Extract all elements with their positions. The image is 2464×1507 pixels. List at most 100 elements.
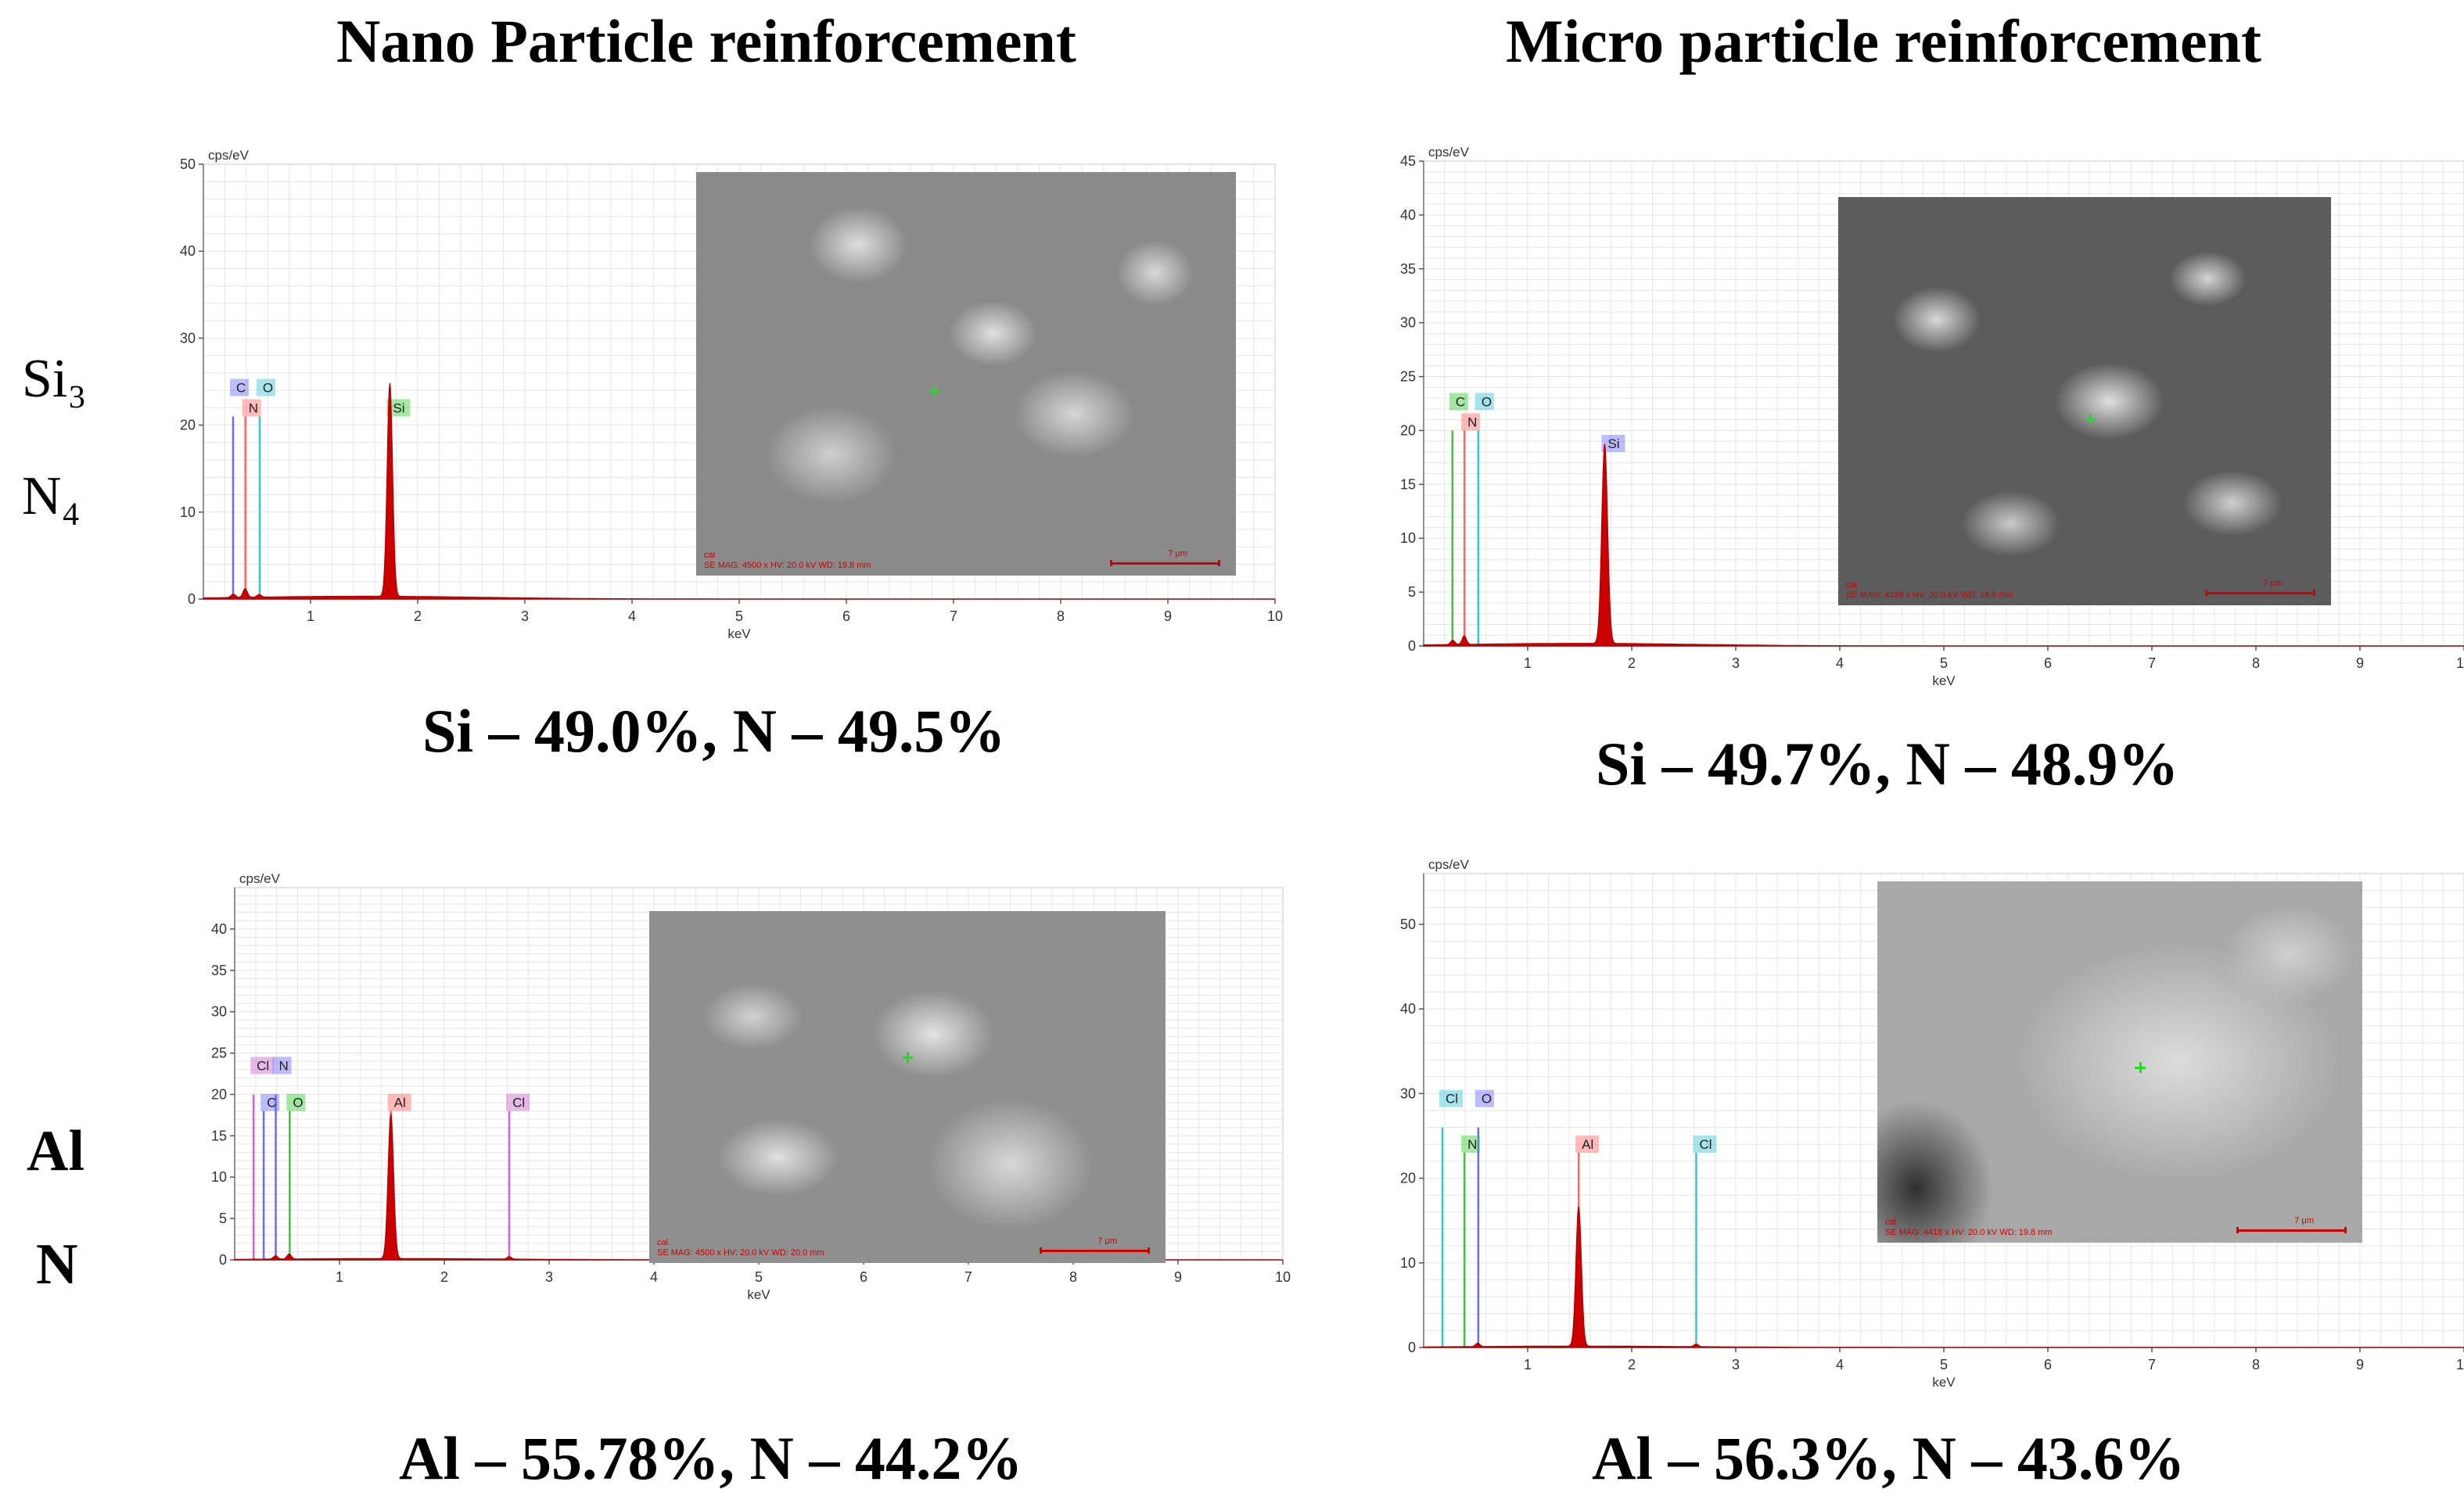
x-tick-label: 3 (1732, 655, 1740, 671)
row-label-si3n4: Si₃ N₄ (22, 321, 87, 555)
caption-aln-micro: Al – 56.3%, N – 43.6% (1592, 1424, 2186, 1492)
x-tick-label: 1 (336, 1269, 343, 1285)
sem-scale-bar (2236, 1227, 2347, 1233)
element-label-c: C (1456, 394, 1465, 409)
element-label-n: N (1467, 1137, 1477, 1152)
y-tick-label: 30 (1400, 315, 1416, 331)
sem-crosshair (2085, 413, 2096, 425)
x-tick-label: 8 (2252, 655, 2260, 671)
x-tick-label: 2 (1628, 655, 1636, 671)
y-tick-label: 10 (1400, 530, 1416, 546)
y-tick-label: 35 (1400, 261, 1416, 277)
x-tick-label: 6 (860, 1269, 867, 1285)
y-tick-label: 30 (211, 1004, 227, 1020)
eds-panel-si3n4-micro: 05101520253035404512345678910cps/eVkeVCO… (1377, 133, 2464, 712)
y-tick-label: 40 (180, 243, 196, 259)
x-axis-label: keV (1932, 1375, 1956, 1390)
element-label-cl: Cl (512, 1096, 525, 1111)
x-tick-label: 4 (1836, 1357, 1844, 1372)
x-axis-label: keV (727, 626, 751, 641)
element-label-si: Si (1607, 436, 1619, 451)
y-tick-label: 0 (1408, 1340, 1416, 1355)
element-label-o: O (263, 380, 273, 395)
element-label-al: Al (1582, 1137, 1593, 1152)
y-tick-label: 10 (1400, 1255, 1416, 1271)
y-tick-label: 35 (211, 963, 227, 978)
y-tick-label: 20 (1400, 422, 1416, 438)
element-label-cl: Cl (257, 1058, 269, 1073)
x-tick-label: 9 (1174, 1269, 1182, 1285)
y-tick-label: 20 (211, 1086, 227, 1102)
element-label-box (272, 1057, 292, 1075)
y-tick-label: 30 (180, 330, 196, 346)
element-label-box (256, 379, 275, 396)
row-label-aln: Al N (27, 1095, 84, 1322)
element-label-box (1439, 1089, 1463, 1107)
sem-crosshair (928, 386, 939, 397)
y-tick-label: 50 (180, 156, 196, 172)
y-tick-label: 45 (1400, 153, 1416, 169)
y-tick-label: 40 (211, 921, 227, 937)
x-tick-label: 2 (1628, 1357, 1636, 1372)
y-tick-label: 40 (1400, 207, 1416, 223)
sem-info-text: cal SE MAG: 4500 x HV: 20.0 kV WD: 20.0 … (657, 1238, 824, 1258)
x-tick-label: 10 (1275, 1269, 1291, 1285)
spectrum-area (1423, 443, 2464, 647)
sem-crosshair (902, 1052, 914, 1063)
y-tick-label: 10 (180, 504, 196, 520)
element-label-o: O (1482, 1092, 1492, 1107)
y-tick-label: 10 (211, 1169, 227, 1185)
element-label-box (1693, 1136, 1717, 1154)
element-label-box (1449, 393, 1468, 411)
x-axis-label: keV (747, 1287, 770, 1302)
y-axis-label: cps/eV (208, 148, 250, 163)
x-tick-label: 10 (2456, 1357, 2464, 1372)
element-label-box (1461, 1136, 1481, 1154)
x-tick-label: 6 (2044, 1357, 2052, 1372)
x-tick-label: 7 (964, 1269, 972, 1285)
y-tick-label: 40 (1400, 1001, 1416, 1017)
y-tick-label: 50 (1400, 917, 1416, 932)
y-tick-label: 20 (1400, 1171, 1416, 1186)
eds-panel-aln-micro: 0 10 20 30 40 50 1 2 3 4 5 6 7 8 9 10 cps/eV keV Cl O N Al Cl c… (1377, 849, 2464, 1412)
micro-column-title: Micro particle reinforcement (1506, 7, 2261, 75)
y-tick-label: 5 (1408, 584, 1416, 600)
row-label-line: N₄ (22, 466, 81, 526)
element-label-box (286, 1093, 306, 1111)
element-label-cl: Cl (1446, 1092, 1458, 1107)
y-tick-label: 25 (211, 1046, 227, 1061)
element-label-box (260, 1093, 280, 1111)
sem-info-text: cal SE MAG: 4338 x HV: 20.0 kV WD: 18.8 … (1846, 580, 2013, 600)
row-label-line: Al (27, 1119, 84, 1183)
element-label-n: N (249, 400, 258, 415)
sem-scale-bar (1110, 560, 1220, 566)
y-axis-label: cps/eV (1428, 857, 1470, 872)
y-tick-label: 5 (219, 1211, 227, 1226)
x-tick-label: 2 (440, 1269, 448, 1285)
x-tick-label: 6 (842, 608, 850, 624)
element-label-box (1474, 1089, 1494, 1107)
x-tick-label: 1 (1524, 1357, 1532, 1372)
element-label-si: Si (393, 400, 404, 415)
element-label-box (1601, 435, 1625, 452)
x-tick-label: 7 (2148, 1357, 2156, 1372)
element-label-box (387, 1093, 411, 1111)
x-tick-label: 10 (1267, 608, 1283, 624)
nano-column-title: Nano Particle reinforcement (336, 7, 1076, 75)
sem-micrograph: cal SE MAG: 4500 x HV: 20.0 kV WD: 20.0 … (649, 911, 1166, 1263)
x-tick-label: 4 (650, 1269, 658, 1285)
x-tick-label: 6 (2044, 655, 2052, 671)
element-label-c: C (236, 380, 246, 395)
caption-aln-nano: Al – 55.78%, N – 44.2% (399, 1424, 1023, 1492)
row-label-line: Si₃ (22, 349, 87, 409)
element-label-c: C (267, 1096, 276, 1111)
x-tick-label: 1 (1524, 655, 1532, 671)
x-tick-label: 10 (2456, 655, 2464, 671)
element-label-box (506, 1093, 530, 1111)
x-tick-label: 4 (1836, 655, 1844, 671)
element-label-box (1575, 1136, 1600, 1154)
y-axis-label: cps/eV (1428, 145, 1470, 160)
sem-micrograph: cal SE MAG: 4338 x HV: 20.0 kV WD: 18.8 … (1838, 197, 2331, 605)
sem-scale-bar (1040, 1247, 1150, 1254)
x-tick-label: 4 (628, 608, 636, 624)
